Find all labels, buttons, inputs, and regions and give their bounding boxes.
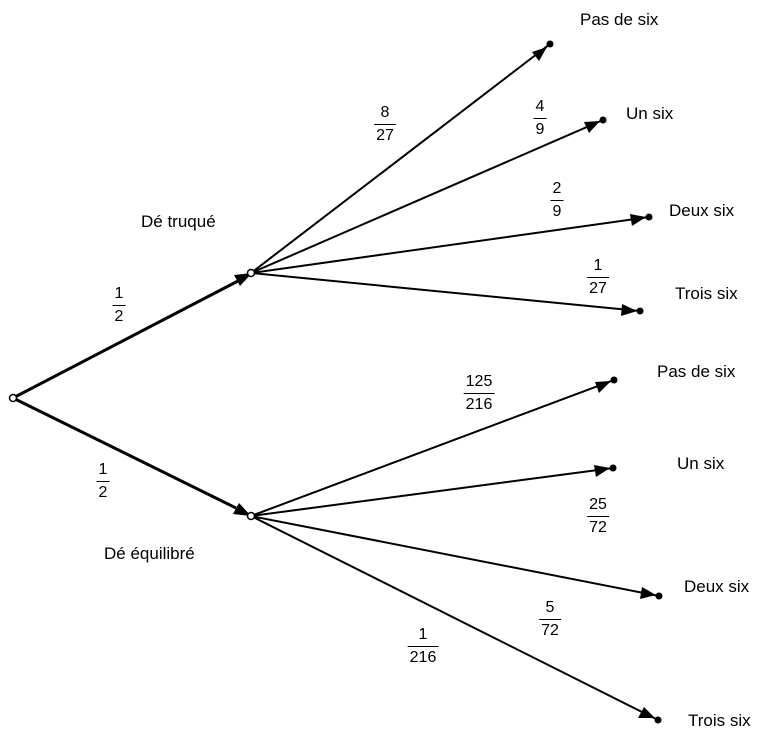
prob-denominator: 216 bbox=[409, 649, 437, 666]
prob-numerator: 2 bbox=[552, 180, 562, 197]
leaf-node bbox=[654, 716, 662, 724]
prob-numerator: 8 bbox=[380, 104, 390, 121]
fraction-bar bbox=[587, 277, 609, 278]
edge-rigged-one-six bbox=[250, 119, 604, 274]
branch-name-rigged-die: Dé truqué bbox=[141, 212, 216, 231]
fraction-bar bbox=[374, 124, 396, 125]
arrowhead-rigged-one-six bbox=[584, 121, 600, 133]
edge-rigged-two-six bbox=[250, 216, 650, 274]
fraction-bar bbox=[587, 516, 609, 517]
fraction-bar bbox=[533, 118, 547, 119]
fraction-bar bbox=[550, 200, 564, 201]
arrowhead-fair-die bbox=[233, 503, 251, 516]
edge-fair-one-six bbox=[250, 467, 614, 517]
outcome-label-fair-two-six: Deux six bbox=[684, 577, 750, 596]
prob-numerator: 1 bbox=[593, 257, 603, 274]
arrowhead-fair-three-six bbox=[638, 707, 655, 718]
prob-numerator: 5 bbox=[545, 599, 555, 616]
fraction-bar bbox=[96, 481, 110, 482]
prob-denominator: 72 bbox=[541, 622, 559, 639]
leaf-node bbox=[655, 592, 663, 600]
prob-denominator: 72 bbox=[589, 519, 607, 536]
prob-rigged-die: 1 2 bbox=[112, 285, 126, 326]
outcome-label-fair-no-six: Pas de six bbox=[657, 362, 736, 381]
prob-fair-three-six: 1 216 bbox=[407, 626, 439, 667]
prob-numerator: 125 bbox=[465, 373, 493, 390]
edge-root-to-fair-die bbox=[12, 396, 237, 510]
fraction-bar bbox=[407, 646, 439, 647]
prob-fair-two-six: 5 72 bbox=[539, 599, 561, 640]
prob-denominator: 9 bbox=[535, 121, 545, 138]
root-node bbox=[8, 393, 18, 403]
edge-root-to-rigged-die bbox=[12, 279, 239, 400]
outcome-label-rigged-no-six: Pas de six bbox=[580, 10, 659, 29]
prob-denominator: 9 bbox=[552, 203, 562, 220]
leaf-node bbox=[636, 307, 644, 315]
arrowhead-rigged-three-six bbox=[621, 304, 637, 316]
rigged-die-node bbox=[246, 268, 256, 278]
fraction-bar bbox=[112, 305, 126, 306]
fraction-bar bbox=[463, 393, 495, 394]
arrowhead-fair-two-six bbox=[640, 587, 656, 599]
outcome-label-rigged-two-six: Deux six bbox=[669, 201, 735, 220]
prob-rigged-one-six: 4 9 bbox=[533, 98, 547, 139]
prob-numerator: 25 bbox=[589, 496, 607, 513]
leaf-node bbox=[599, 116, 607, 124]
leaf-node bbox=[610, 376, 618, 384]
prob-numerator: 1 bbox=[98, 461, 108, 478]
edge-rigged-no-six bbox=[250, 43, 551, 274]
leaf-node bbox=[546, 40, 554, 48]
prob-denominator: 27 bbox=[589, 280, 607, 297]
prob-rigged-no-six: 8 27 bbox=[374, 104, 396, 145]
prob-fair-die: 1 2 bbox=[96, 461, 110, 502]
branch-name-fair-die: Dé équilibré bbox=[104, 544, 195, 563]
outcome-label-rigged-three-six: Trois six bbox=[675, 284, 738, 303]
edge-fair-two-six bbox=[250, 515, 660, 597]
arrowhead-rigged-two-six bbox=[630, 214, 646, 226]
prob-numerator: 4 bbox=[535, 98, 545, 115]
arrowhead-rigged-no-six bbox=[532, 47, 547, 61]
prob-numerator: 1 bbox=[114, 285, 124, 302]
edge-fair-three-six bbox=[250, 515, 659, 721]
prob-denominator: 216 bbox=[465, 396, 493, 413]
arrowhead-fair-no-six bbox=[595, 381, 611, 393]
prob-numerator: 1 bbox=[418, 626, 428, 643]
arrowhead-rigged-die bbox=[234, 273, 252, 286]
leaf-node bbox=[645, 213, 653, 221]
fraction-bar bbox=[539, 619, 561, 620]
prob-rigged-three-six: 1 27 bbox=[587, 257, 609, 298]
leaf-node bbox=[609, 464, 617, 472]
fair-die-node bbox=[246, 511, 256, 521]
edge-fair-no-six bbox=[250, 379, 615, 517]
arrowhead-fair-one-six bbox=[594, 465, 610, 477]
outcome-label-fair-three-six: Trois six bbox=[688, 711, 751, 730]
prob-denominator: 27 bbox=[376, 127, 394, 144]
edge-rigged-three-six bbox=[250, 272, 641, 312]
prob-fair-one-six: 25 72 bbox=[587, 496, 609, 537]
outcome-label-rigged-one-six: Un six bbox=[626, 104, 674, 123]
prob-rigged-two-six: 2 9 bbox=[550, 180, 564, 221]
prob-fair-no-six: 125 216 bbox=[463, 373, 495, 414]
prob-denominator: 2 bbox=[98, 484, 108, 501]
outcome-label-fair-one-six: Un six bbox=[677, 454, 725, 473]
prob-denominator: 2 bbox=[114, 308, 124, 325]
